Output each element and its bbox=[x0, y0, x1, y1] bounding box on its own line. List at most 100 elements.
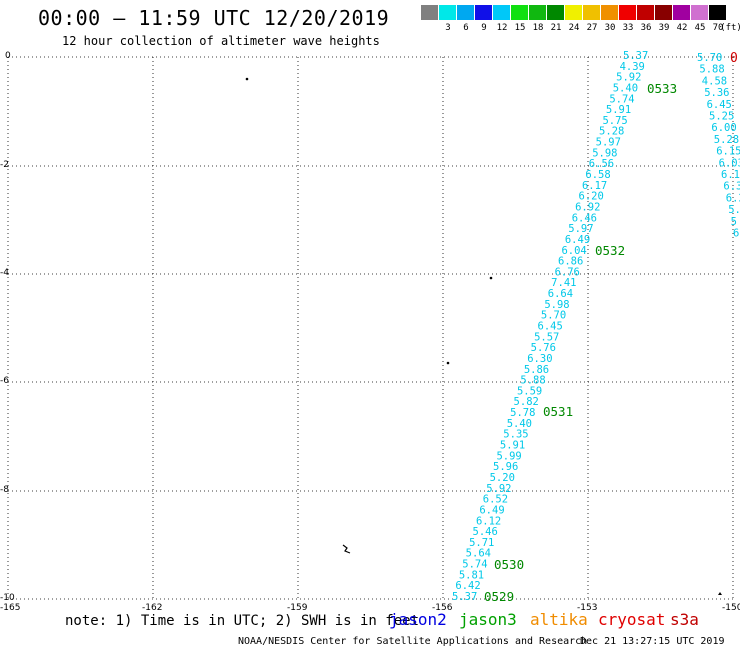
swh-value: 5.98 bbox=[592, 147, 617, 159]
map-title: 00:00 – 11:59 UTC 12/20/2019 bbox=[38, 6, 390, 30]
island-marker bbox=[245, 77, 249, 81]
legend-label: 6 bbox=[463, 23, 469, 33]
swh-value: 6.76 bbox=[555, 266, 580, 278]
legend-label: 15 bbox=[514, 23, 526, 33]
swh-value: 5 bbox=[731, 216, 737, 228]
swh-value: 6.17 bbox=[582, 180, 607, 192]
swh-value: 6.45 bbox=[538, 321, 563, 333]
legend-swatch bbox=[421, 5, 438, 20]
pass-time-label: 0531 bbox=[543, 404, 573, 419]
swh-value: 5.92 bbox=[616, 72, 641, 84]
swh-value: 5.76 bbox=[531, 342, 556, 354]
swh-value: 6.46 bbox=[572, 212, 597, 224]
lon-tick-label: -162 bbox=[142, 603, 163, 613]
legend-swatch bbox=[511, 5, 528, 20]
pass-time-label: 0532 bbox=[595, 243, 625, 258]
pass-time-label: 0530 bbox=[494, 557, 524, 572]
legend-swatch bbox=[655, 5, 672, 20]
cryosat-pass-label: 0 bbox=[730, 51, 738, 66]
lon-tick-label: -159 bbox=[287, 603, 308, 613]
swh-value: 5.46 bbox=[473, 526, 498, 538]
swh-value: 5.97 bbox=[596, 137, 621, 149]
legend-swatch bbox=[439, 5, 456, 20]
swh-value: 6.49 bbox=[565, 234, 590, 246]
swh-value: 5.71 bbox=[469, 537, 494, 549]
swh-value: 5.88 bbox=[520, 375, 545, 387]
legend-label: 3 bbox=[445, 23, 451, 33]
legend-swatch bbox=[601, 5, 618, 20]
swh-value: 6.03 bbox=[719, 157, 740, 169]
swh-value: 5.91 bbox=[500, 440, 525, 452]
legend-swatch bbox=[493, 5, 510, 20]
swh-value: 5.37 bbox=[452, 591, 477, 603]
swh-value: 6.20 bbox=[579, 191, 604, 203]
swh-value: 5.70 bbox=[697, 52, 722, 64]
legend-label: 36 bbox=[640, 23, 652, 33]
swh-value: 5.74 bbox=[609, 93, 634, 105]
lat-tick-label: -10 bbox=[0, 593, 15, 603]
swh-value: 6.86 bbox=[558, 256, 583, 268]
legend-swatch bbox=[673, 5, 690, 20]
swh-value: 5.88 bbox=[699, 64, 724, 76]
swh-value: 5.35 bbox=[503, 429, 528, 441]
swh-value: 6.00 bbox=[711, 122, 736, 134]
swh-value: 5.86 bbox=[524, 364, 549, 376]
legend-label: 18 bbox=[532, 23, 544, 33]
island-marker bbox=[718, 592, 722, 595]
footer-note: note: 1) Time is in UTC; 2) SWH is in fe… bbox=[65, 613, 420, 629]
swh-value: 5.59 bbox=[517, 385, 542, 397]
swh-value: 5.98 bbox=[544, 299, 569, 311]
lon-tick-label: -150 bbox=[722, 603, 740, 613]
swh-value: 6.56 bbox=[589, 158, 614, 170]
island-marker bbox=[489, 276, 493, 280]
map-subtitle: 12 hour collection of altimeter wave hei… bbox=[62, 34, 380, 48]
swh-value: 6.64 bbox=[548, 288, 573, 300]
swh-value: 5.97 bbox=[568, 223, 593, 235]
satellite-legend-jason3: jason3 bbox=[459, 610, 517, 629]
legend-label: 39 bbox=[658, 23, 670, 33]
swh-value: 5.99 bbox=[496, 450, 521, 462]
swh-value: 6.92 bbox=[575, 201, 600, 213]
legend-swatch bbox=[547, 5, 564, 20]
pass-time-label: 0529 bbox=[484, 589, 514, 604]
swh-value: 6.45 bbox=[707, 99, 732, 111]
legend-label: 21 bbox=[550, 23, 562, 33]
swh-value: 5.91 bbox=[606, 104, 631, 116]
swh-value: 5.78 bbox=[510, 407, 535, 419]
legend-label: 24 bbox=[568, 23, 580, 33]
swh-value: 6 bbox=[733, 228, 739, 240]
legend-swatch bbox=[565, 5, 582, 20]
swh-value: 5.75 bbox=[602, 115, 627, 127]
legend-unit: (ft) bbox=[720, 23, 740, 33]
swh-value: 6.12 bbox=[476, 515, 501, 527]
swh-value: 7.41 bbox=[551, 277, 576, 289]
swh-value: 6.52 bbox=[483, 494, 508, 506]
lat-tick-label: -4 bbox=[0, 268, 9, 278]
swh-value: 5.92 bbox=[486, 483, 511, 495]
legend-swatch bbox=[709, 5, 726, 20]
lat-tick-label: -2 bbox=[0, 160, 9, 170]
swh-value: 6.58 bbox=[585, 169, 610, 181]
swh-value: 5.40 bbox=[507, 418, 532, 430]
legend-swatch bbox=[619, 5, 636, 20]
legend-label: 27 bbox=[586, 23, 598, 33]
satellite-legend-jason2: jason2 bbox=[389, 610, 447, 629]
legend-label: 30 bbox=[604, 23, 616, 33]
legend-swatch bbox=[691, 5, 708, 20]
swh-value: 5.81 bbox=[459, 569, 484, 581]
legend-label: 9 bbox=[481, 23, 487, 33]
island-marker bbox=[446, 361, 450, 365]
legend-label: 12 bbox=[496, 23, 508, 33]
swh-value: 5.40 bbox=[613, 82, 638, 94]
satellite-legend-s3a: s3a bbox=[670, 610, 699, 629]
swh-value: 4.58 bbox=[702, 75, 727, 87]
swh-value: 5.36 bbox=[704, 87, 729, 99]
swh-value: 6.15 bbox=[716, 146, 740, 158]
satellite-legend-altika: altika bbox=[530, 610, 588, 629]
swh-value: 6.42 bbox=[455, 580, 480, 592]
legend-label: 70 bbox=[712, 23, 724, 33]
legend-swatch bbox=[637, 5, 654, 20]
swh-value: 5.25 bbox=[709, 111, 734, 123]
credit-line: NOAA/NESDIS Center for Satellite Applica… bbox=[238, 636, 588, 647]
